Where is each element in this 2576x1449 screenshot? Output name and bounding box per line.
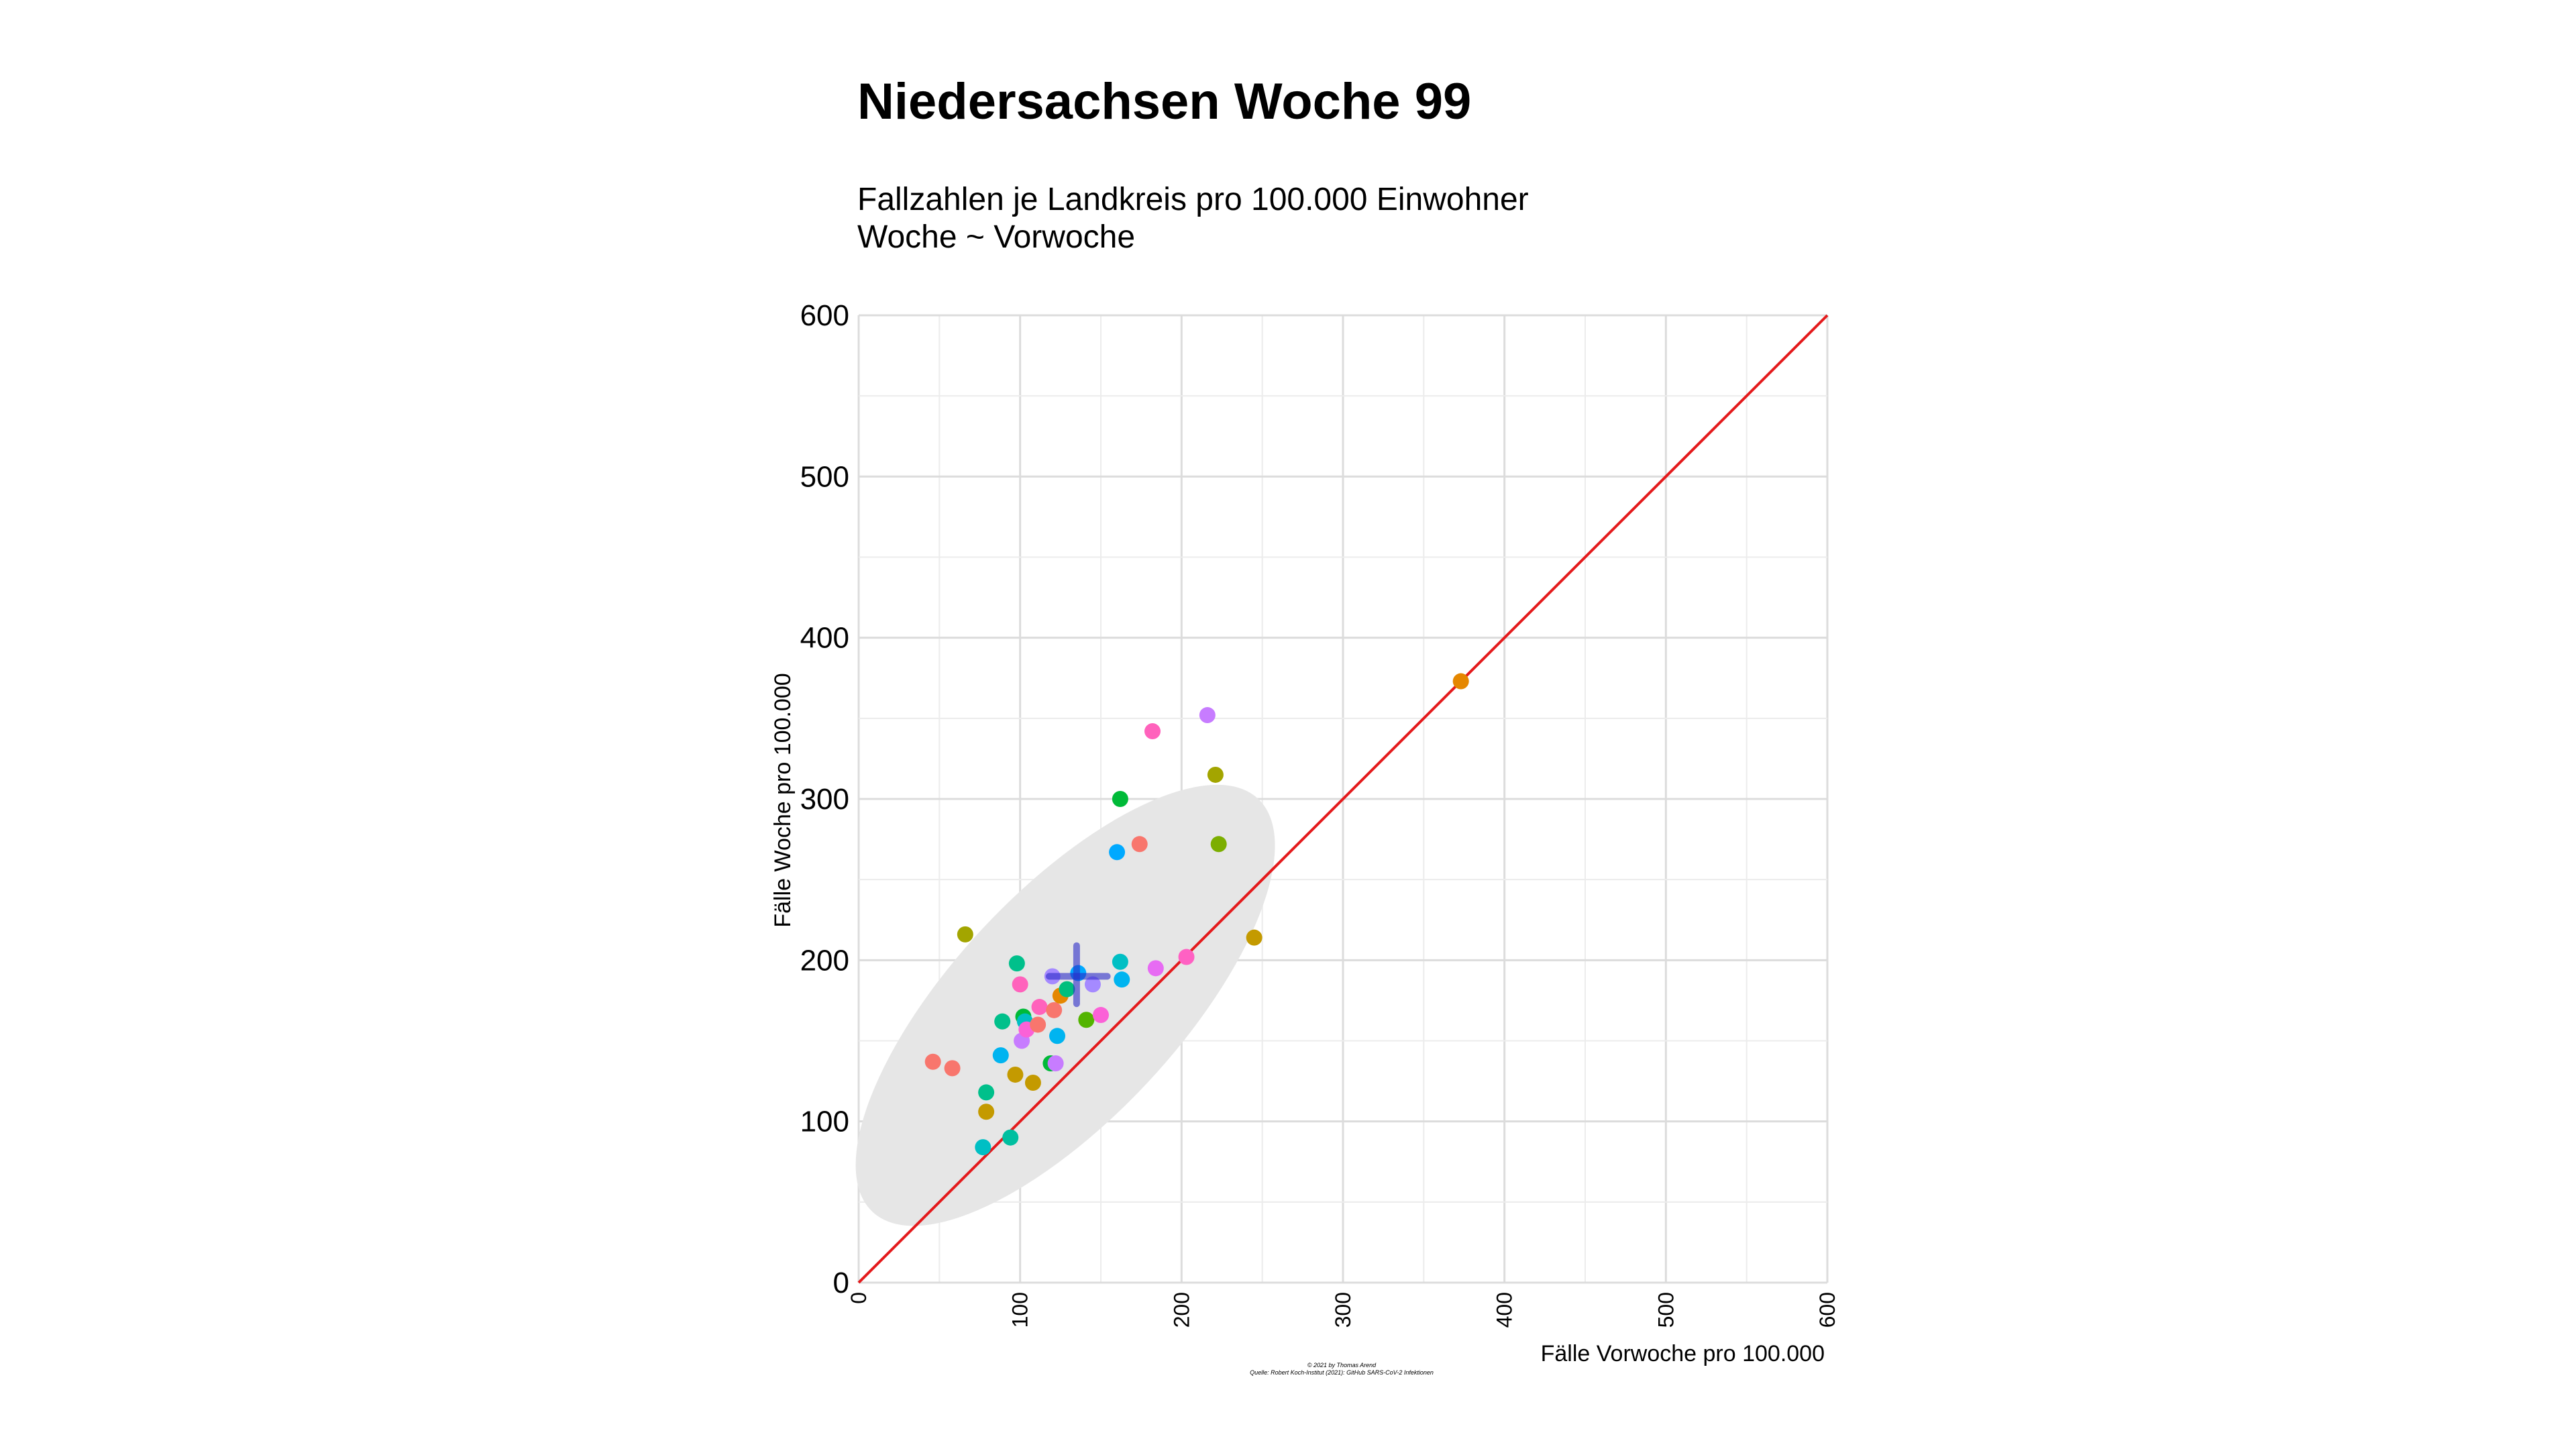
data-point <box>1109 844 1126 861</box>
y-axis-label: Fälle Woche pro 100.000 <box>770 673 796 927</box>
x-tick-label: 300 <box>1331 1292 1355 1328</box>
data-point <box>1047 1055 1064 1072</box>
confidence-ellipse <box>855 784 1275 1226</box>
data-points <box>924 673 1469 1156</box>
data-point <box>944 1060 961 1077</box>
x-tick-labels: 0 100 200 300 400 500 600 <box>847 1292 1839 1328</box>
data-point <box>978 1104 995 1120</box>
data-point <box>1178 949 1195 965</box>
source-caption: © 2021 by Thomas Arend Quelle: Robert Ko… <box>1134 1362 1550 1377</box>
data-point <box>1112 791 1128 807</box>
data-point <box>1093 1007 1109 1024</box>
subtitle-line-1: Fallzahlen je Landkreis pro 100.000 Einw… <box>857 182 1529 217</box>
y-tick-label: 600 <box>800 299 849 332</box>
data-point <box>1084 976 1101 993</box>
subtitle-line-2: Woche ~ Vorwoche <box>857 219 1136 255</box>
data-point <box>1046 1002 1063 1018</box>
chart-title: Niedersachsen Woche 99 <box>857 73 1472 130</box>
data-point <box>978 1084 995 1101</box>
x-tick-label: 200 <box>1169 1292 1193 1328</box>
data-point <box>975 1139 991 1156</box>
data-point <box>924 1053 941 1070</box>
x-axis-label: Fälle Vorwoche pro 100.000 <box>1541 1341 1825 1366</box>
data-point <box>1131 836 1148 853</box>
data-point <box>1199 707 1216 724</box>
data-point <box>1147 960 1164 977</box>
reference-line-layer <box>857 314 1829 1284</box>
reference-line <box>857 314 1829 1284</box>
data-point <box>1049 1028 1066 1044</box>
data-point <box>1144 723 1161 740</box>
x-tick-label: 100 <box>1008 1292 1032 1328</box>
data-point <box>1012 976 1028 993</box>
data-point <box>1210 836 1227 853</box>
data-point <box>1452 673 1469 690</box>
data-point <box>1246 929 1263 946</box>
x-tick-label: 0 <box>847 1292 871 1304</box>
x-tick-label: 500 <box>1654 1292 1678 1328</box>
data-point <box>1002 1129 1019 1146</box>
data-point <box>1008 955 1025 972</box>
data-point <box>1007 1066 1024 1083</box>
confidence-ellipse-layer <box>855 784 1275 1226</box>
caption-line-2: Quelle: Robert Koch-Institut (2021): Git… <box>1250 1369 1434 1376</box>
y-tick-label: 400 <box>800 622 849 655</box>
data-point <box>992 1047 1009 1064</box>
data-point <box>1031 999 1048 1016</box>
x-tick-label: 400 <box>1493 1292 1517 1328</box>
y-tick-label: 100 <box>800 1106 849 1138</box>
chart-subtitle: Fallzahlen je Landkreis pro 100.000 Einw… <box>857 181 1529 256</box>
data-point <box>957 926 973 943</box>
data-point <box>1078 1012 1095 1028</box>
y-tick-labels: 0 100 200 300 400 500 600 <box>800 299 849 1299</box>
y-tick-label: 0 <box>833 1267 849 1299</box>
data-point <box>1030 1016 1046 1033</box>
data-point <box>1112 953 1128 970</box>
data-point <box>1207 766 1224 783</box>
y-tick-label: 300 <box>800 783 849 816</box>
x-tick-label: 600 <box>1815 1292 1839 1328</box>
data-point <box>1114 971 1130 988</box>
y-tick-label: 500 <box>800 460 849 493</box>
data-point <box>1059 981 1075 998</box>
mean-cross-layer <box>1045 942 1111 1008</box>
y-tick-label: 200 <box>800 944 849 977</box>
caption-line-1: © 2021 by Thomas Arend <box>1307 1362 1377 1368</box>
data-point <box>1024 1074 1041 1091</box>
data-point <box>994 1013 1011 1030</box>
